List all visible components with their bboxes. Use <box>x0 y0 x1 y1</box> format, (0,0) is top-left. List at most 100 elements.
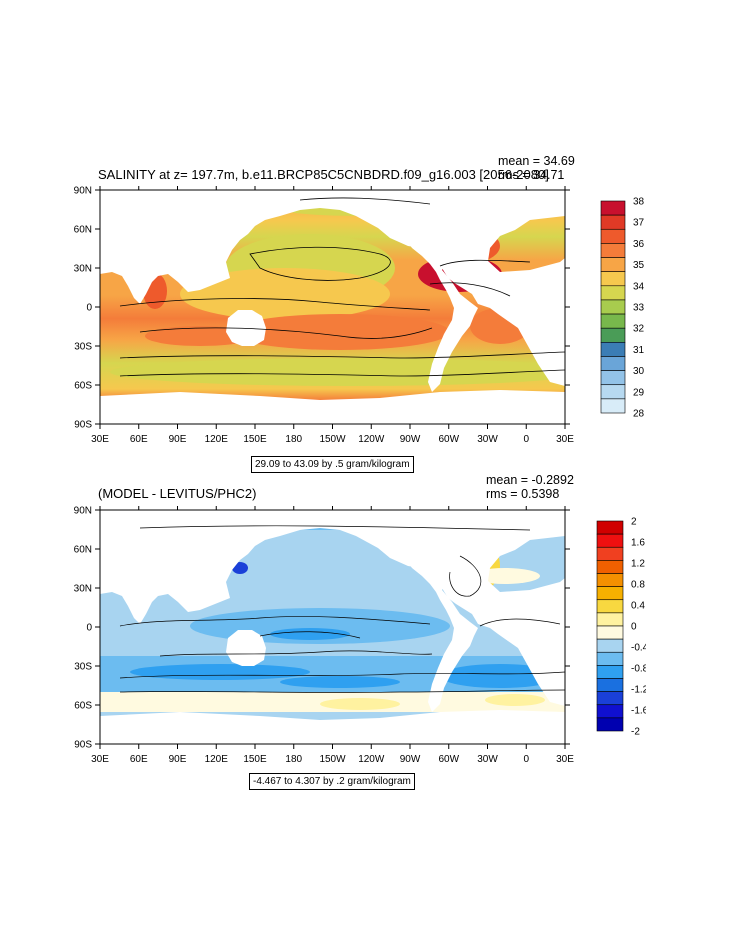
lat-label: 60N <box>74 545 92 556</box>
colorbar-swatch <box>600 356 626 371</box>
colorbar-swatch <box>596 638 624 653</box>
lon-label: 90W <box>400 754 421 764</box>
colorbar-label: 1.6 <box>631 538 645 549</box>
land-antarctica <box>100 390 565 424</box>
land-americas <box>365 208 478 392</box>
lon-label: 180 <box>285 434 302 444</box>
lat-label: 0 <box>86 303 92 314</box>
lon-label: 120E <box>205 754 229 764</box>
lat-label: 30S <box>74 662 92 673</box>
lat-label: 30N <box>74 584 92 595</box>
lon-label: 30E <box>556 434 574 444</box>
panel1-title: SALINITY at z= 197.7m, b.e11.BRCP85C5CNB… <box>98 167 549 182</box>
panel1-contour-info: 29.09 to 43.09 by .5 gram/kilogram <box>251 456 414 473</box>
colorbar-swatch <box>596 546 624 561</box>
colorbar-swatch <box>600 384 626 400</box>
panel2-contour-info: -4.467 to 4.307 by .2 gram/kilogram <box>249 773 415 790</box>
colorbar-swatch <box>596 612 624 627</box>
lon-label: 180 <box>285 754 302 764</box>
salinity-colorbar: 38 37 36 35 34 33 32 31 30 29 28 <box>600 197 645 420</box>
lon-label: 30E <box>91 434 109 444</box>
colorbar-label: 34 <box>633 281 645 292</box>
lon-label: 150W <box>319 434 346 444</box>
colorbar-swatch <box>596 704 624 719</box>
lon-label: 30W <box>477 754 498 764</box>
colorbar-swatch <box>600 257 626 272</box>
colorbar-label: 29 <box>633 387 645 398</box>
lon-label: 30E <box>556 754 574 764</box>
lat-label: 60S <box>74 701 92 712</box>
colorbar-label: -2 <box>631 727 640 738</box>
colorbar-label: 30 <box>633 366 645 377</box>
panel1-rms: rms = 34.71 <box>498 168 565 182</box>
lat-label: 90N <box>74 506 92 517</box>
colorbar-label: 36 <box>633 239 645 250</box>
lat-label: 60N <box>74 225 92 236</box>
land-australia <box>226 630 266 666</box>
colorbar-swatch <box>600 200 626 216</box>
colorbar-label: 38 <box>633 197 645 208</box>
colorbar-label: 0.4 <box>631 601 645 612</box>
colorbar-label: -0.4 <box>631 643 646 654</box>
lat-label: 90N <box>74 186 92 197</box>
colorbar-label: 32 <box>633 324 645 335</box>
colorbar-swatch <box>600 285 626 301</box>
colorbar-label: 1.2 <box>631 559 645 570</box>
colorbar-swatch <box>600 398 626 414</box>
colorbar-swatch <box>600 243 626 258</box>
colorbar-swatch <box>596 599 624 614</box>
colorbar-label: 35 <box>633 260 645 271</box>
lat-label: 90S <box>74 740 92 751</box>
lon-label: 60E <box>130 434 148 444</box>
lon-label: 60W <box>438 754 459 764</box>
colorbar-swatch <box>596 691 624 706</box>
colorbar-swatch <box>600 370 626 386</box>
lat-label: 0 <box>86 623 92 634</box>
lon-label: 0 <box>523 434 529 444</box>
colorbar-swatch <box>596 625 624 640</box>
lat-label: 90S <box>74 420 92 431</box>
panel2-rms: rms = 0.5398 <box>486 487 560 501</box>
lat-label: 30S <box>74 342 92 353</box>
lon-label: 150W <box>319 754 346 764</box>
colorbar-label: 0.8 <box>631 580 645 591</box>
panel1-mean: mean = 34.69 <box>498 154 575 168</box>
colorbar-swatch <box>600 271 626 287</box>
panel2-title: (MODEL - LEVITUS/PHC2) <box>98 486 257 501</box>
colorbar-label: -0.8 <box>631 664 646 675</box>
land-antarctica <box>100 710 565 744</box>
lat-label: 60S <box>74 381 92 392</box>
lon-label: 150E <box>243 434 267 444</box>
lon-label: 150E <box>243 754 267 764</box>
colorbar-swatch <box>596 520 624 535</box>
colorbar-label: 2 <box>631 517 637 528</box>
colorbar-swatch <box>596 665 624 679</box>
colorbar-swatch <box>596 586 624 601</box>
colorbar-swatch <box>596 717 624 732</box>
colorbar-swatch <box>600 342 626 357</box>
lon-label: 120E <box>205 434 229 444</box>
colorbar-label: 33 <box>633 303 645 314</box>
lon-label: 30E <box>91 754 109 764</box>
panel2-mean: mean = -0.2892 <box>486 473 574 487</box>
difference-map: 90N 60N 30N 0 30S 60S 90S 30E 60E 90E 120E 150E 180… <box>74 506 574 764</box>
colorbar-swatch <box>596 533 624 548</box>
colorbar-swatch <box>600 327 626 343</box>
colorbar-label: 37 <box>633 218 645 229</box>
colorbar-swatch <box>600 228 626 244</box>
colorbar-swatch <box>600 313 626 329</box>
lon-label: 60E <box>130 754 148 764</box>
colorbar-label: 28 <box>633 409 645 420</box>
colorbar-label: -1.2 <box>631 685 646 696</box>
colorbar-swatch <box>600 299 626 315</box>
lon-label: 90E <box>169 754 187 764</box>
colorbar-label: 0 <box>631 622 637 633</box>
difference-colorbar: 2 1.6 1.2 0.8 0.4 0 -0.4 -0.8 -1.2 -1.6 -2 <box>596 517 646 738</box>
colorbar-swatch <box>596 573 624 587</box>
lon-label: 120W <box>358 434 385 444</box>
colorbar-label: -1.6 <box>631 706 646 717</box>
lon-label: 0 <box>523 754 529 764</box>
lon-label: 90W <box>400 434 421 444</box>
lon-label: 60W <box>438 434 459 444</box>
colorbar-swatch <box>600 214 626 230</box>
